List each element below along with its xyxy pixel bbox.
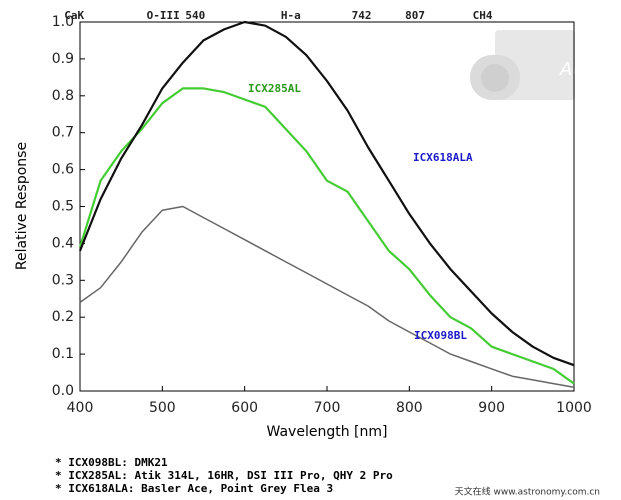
y-tick-label: 0.8 [52,88,74,104]
x-tick-label: 600 [231,400,258,416]
svg-text:Ace: Ace [559,59,593,80]
x-tick-label: 1000 [556,400,592,416]
note: * ICX618ALA: Basler Ace, Point Grey Flea… [55,482,333,495]
spectral-line-label: CaK [64,9,84,22]
spectral-line-label: H-a [281,9,301,22]
series-label: ICX285AL [248,82,301,95]
spectral-line-label: 540 [185,9,205,22]
y-tick-label: 0.0 [52,383,74,399]
x-tick-label: 700 [314,400,341,416]
y-tick-label: 0.3 [52,272,74,288]
y-tick-label: 0.5 [52,199,74,215]
y-tick-label: 0.1 [52,346,74,362]
spectral-line-label: O-III [147,9,180,22]
camera-image: Ace [470,30,593,100]
spectral-line-label: 742 [352,9,372,22]
series-line [78,20,575,367]
x-axis-label: Wavelength [nm] [267,424,388,440]
note: * ICX098BL: DMK21 [55,456,168,469]
y-axis-label: Relative Response [14,142,30,270]
y-tick-label: 0.4 [52,235,74,251]
y-tick-label: 1.0 [52,14,74,30]
x-tick-label: 800 [396,400,423,416]
x-tick-label: 900 [478,400,505,416]
spectral-line-label: CH4 [473,9,493,22]
y-tick-label: 0.6 [52,162,74,178]
watermark: 天文在线 www.astronomy.com.cn [455,486,600,498]
y-tick-label: 0.7 [52,125,74,141]
y-tick-label: 0.9 [52,51,74,67]
series-label: ICX098BL [414,329,467,342]
series-line [78,87,575,385]
y-tick-label: 0.2 [52,309,74,325]
spectral-line-label: 807 [405,9,425,22]
series-label: ICX618ALA [413,151,473,164]
note: * ICX285AL: Atik 314L, 16HR, DSI III Pro… [55,469,393,482]
series-line [79,205,575,389]
x-tick-label: 500 [149,400,176,416]
x-tick-label: 400 [67,400,94,416]
